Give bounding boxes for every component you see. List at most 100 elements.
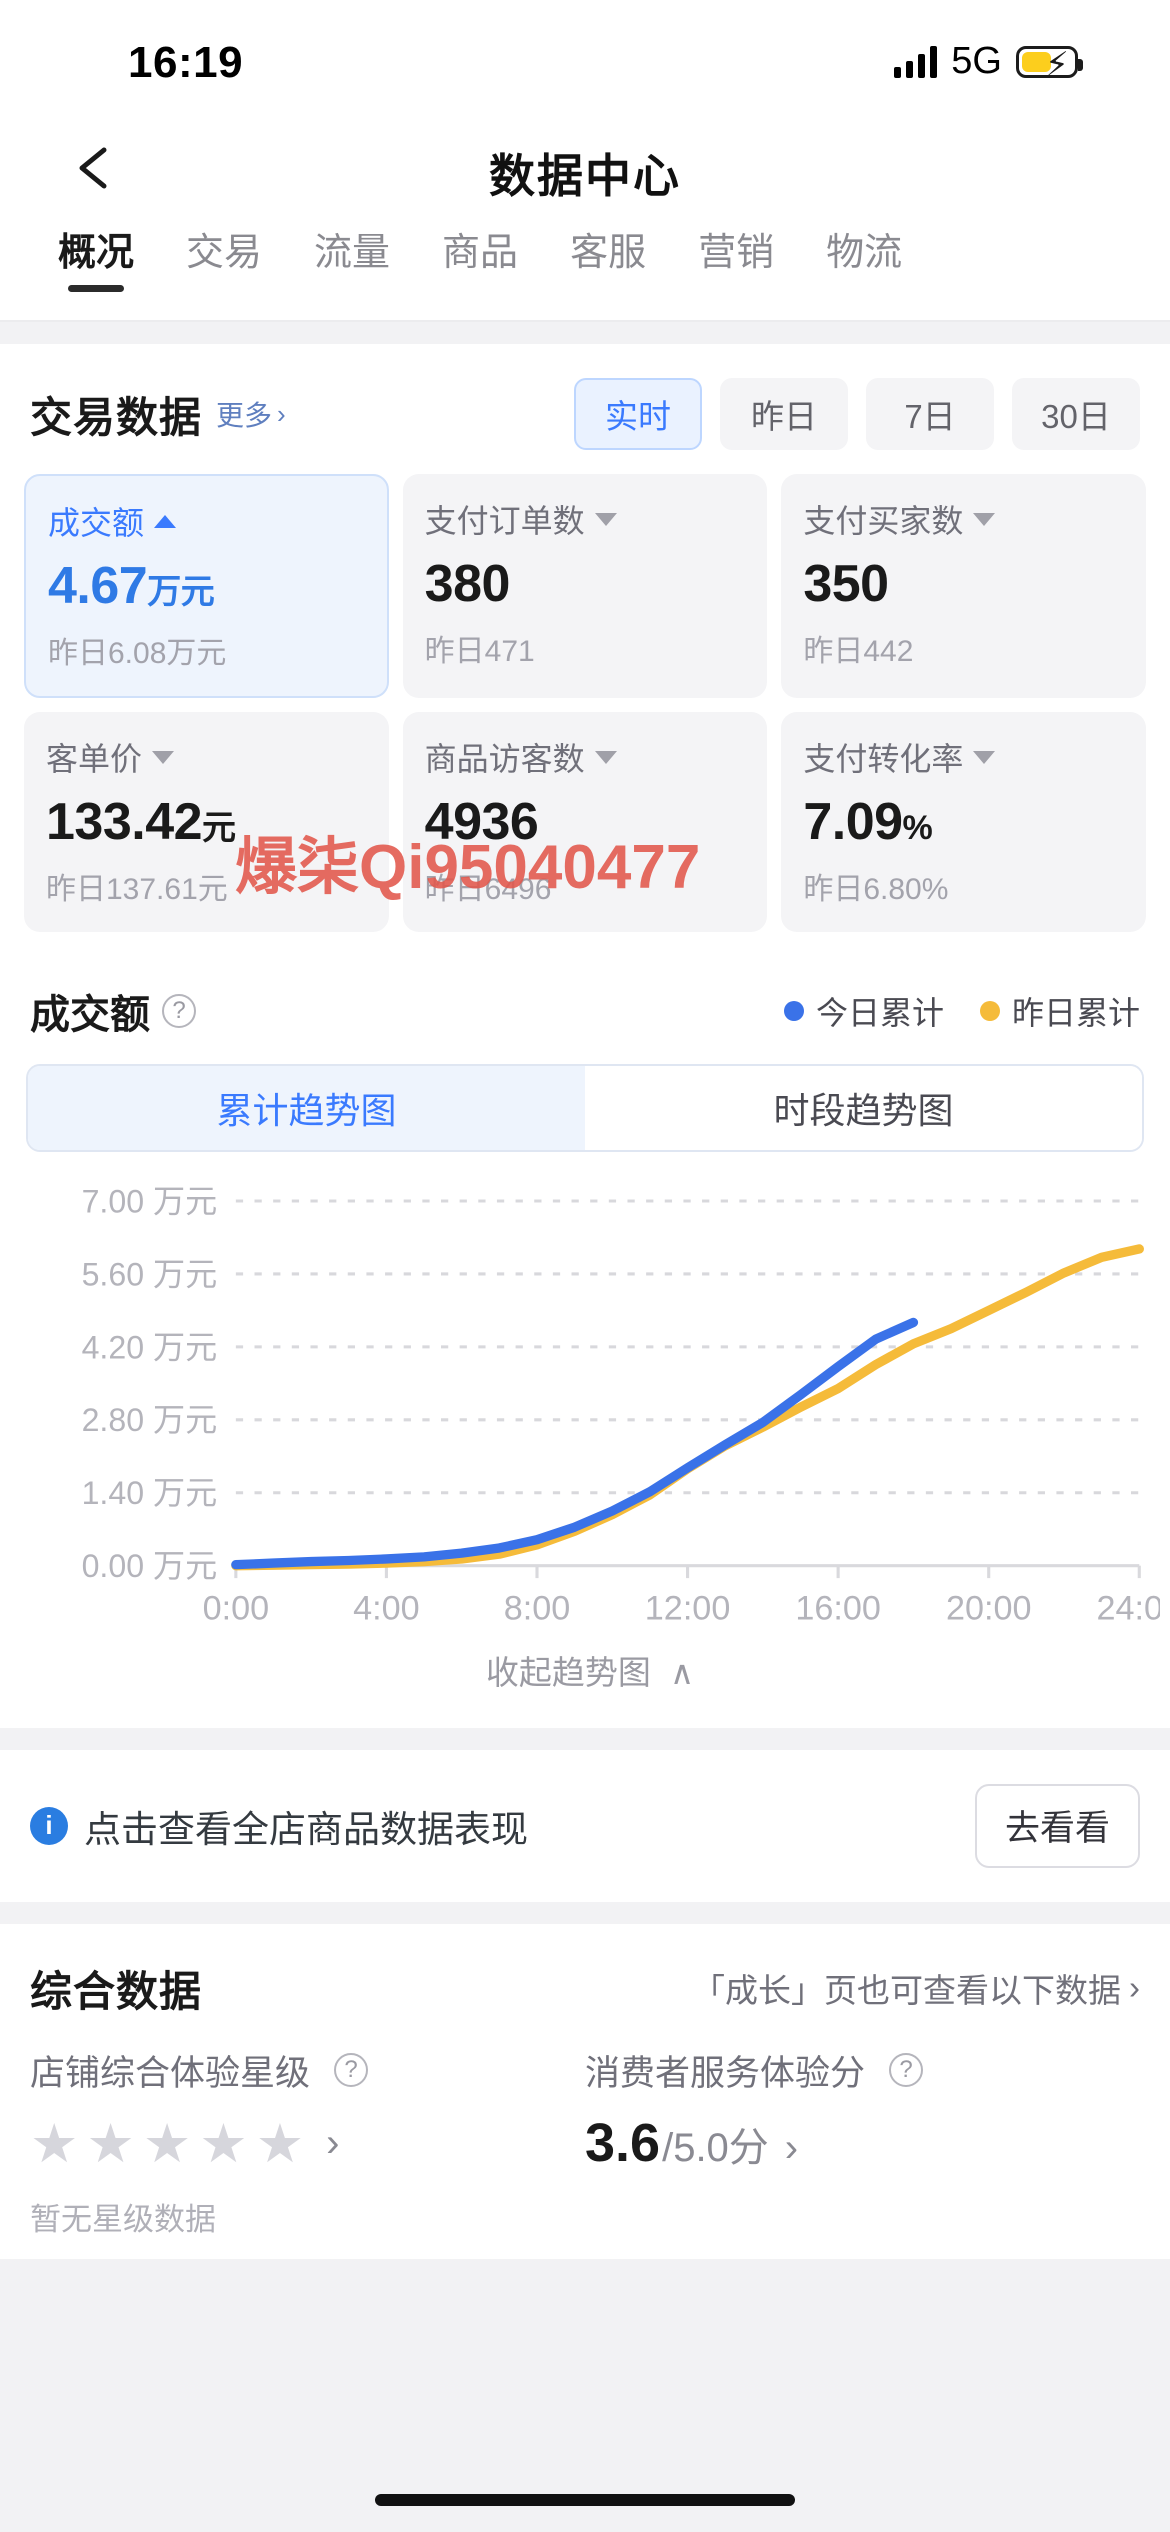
service-score-value: 3.6 <box>585 2112 661 2173</box>
network-type-label: 5G <box>951 40 1002 82</box>
chevron-left-icon <box>79 147 107 189</box>
metric-card-paid-orders[interactable]: 支付订单数 380 昨日471 <box>402 474 768 698</box>
chart-x-tick-label: 0:00 <box>203 1590 270 1628</box>
growth-page-link-label: 「成长」页也可查看以下数据 <box>692 1972 1121 2010</box>
metric-subtext: 昨日471 <box>424 635 535 668</box>
chart-line-yesterday <box>231 1244 1144 1571</box>
metric-card-product-visitors[interactable]: 商品访客数 4936 昨日6496 <box>402 712 768 932</box>
chart-x-tick-label: 20:00 <box>946 1590 1032 1628</box>
trade-data-title: 交易数据 <box>30 393 203 441</box>
caret-down-icon[interactable] <box>973 512 996 526</box>
caret-down-icon[interactable] <box>152 750 175 764</box>
metric-card-avg-order-value[interactable]: 客单价 133.42元 昨日137.61元 <box>24 712 389 932</box>
star-icon: ★ <box>30 2113 79 2174</box>
legend-label-yesterday: 昨日累计 <box>1011 995 1140 1031</box>
metric-label: 成交额 <box>48 498 365 544</box>
question-circle-icon[interactable]: ? <box>334 2053 369 2088</box>
caret-down-icon[interactable] <box>973 750 996 764</box>
chevron-right-icon[interactable]: › <box>784 2125 799 2170</box>
range-filter-group[interactable]: 实时 昨日 7日 30日 <box>574 378 1140 450</box>
metric-value: 380 <box>424 555 511 613</box>
growth-page-link[interactable]: 「成长」页也可查看以下数据 › <box>692 1964 1140 2012</box>
overview-cell-service-score[interactable]: 消费者服务体验分 ? 3.6 /5.0分 › <box>585 2045 1140 2239</box>
section-gap-2 <box>0 1727 1170 1750</box>
collapse-chart-label: 收起趋势图 <box>485 1653 651 1691</box>
chart-y-tick-label: 7.00 万元 <box>82 1183 218 1219</box>
store-rating-label: 店铺综合体验星级 <box>30 2053 311 2093</box>
service-score-value-row[interactable]: 3.6 /5.0分 › <box>585 2112 1120 2174</box>
overview-cell-store-rating[interactable]: 店铺综合体验星级 ? ★ ★ ★ ★ ★ › 暂无星级数据 <box>30 2045 585 2239</box>
overview-grid: 店铺综合体验星级 ? ★ ★ ★ ★ ★ › 暂无星级数据 消费者服务体验分 ? <box>0 2045 1170 2259</box>
tab-product[interactable]: 商品 <box>442 232 519 274</box>
range-realtime[interactable]: 实时 <box>574 378 702 450</box>
caret-down-icon[interactable] <box>594 512 617 526</box>
tab-service[interactable]: 客服 <box>570 232 647 274</box>
section-gap-3 <box>0 1901 1170 1924</box>
chevron-up-icon: ∧ <box>670 1653 695 1691</box>
metric-card-gmv[interactable]: 成交额 4.67万元 昨日6.08万元 <box>24 474 389 698</box>
metric-value: 7.09% <box>803 793 933 851</box>
star-rating-empty-text: 暂无星级数据 <box>30 2201 216 2237</box>
metric-subtext: 昨日6496 <box>424 873 552 906</box>
toggle-cumulative[interactable]: 累计趋势图 <box>28 1066 585 1150</box>
metric-value: 4936 <box>424 793 539 851</box>
chart-line-today <box>231 1317 919 1570</box>
range-7day[interactable]: 7日 <box>866 378 994 450</box>
battery-charging-icon: ⚡ <box>1016 46 1083 84</box>
caret-up-icon <box>154 514 177 528</box>
tab-overview[interactable]: 概况 <box>32 222 160 284</box>
chevron-right-icon[interactable]: › <box>326 2121 340 2166</box>
legend-dot-yesterday <box>979 1001 1000 1021</box>
toggle-hourly[interactable]: 时段趋势图 <box>585 1066 1142 1150</box>
star-rating[interactable]: ★ ★ ★ ★ ★ › <box>30 2114 565 2174</box>
overview-data-card: 综合数据 「成长」页也可查看以下数据 › 店铺综合体验星级 ? ★ ★ ★ ★ … <box>0 1923 1170 2259</box>
star-icon: ★ <box>86 2113 135 2174</box>
service-score-suffix: /5.0分 <box>662 2125 769 2170</box>
metric-grid: 成交额 4.67万元 昨日6.08万元 支付订单数 380 昨日471 支付买家… <box>0 470 1170 960</box>
tab-logistics[interactable]: 物流 <box>826 232 903 274</box>
question-circle-icon[interactable]: ? <box>162 994 196 1028</box>
tab-marketing[interactable]: 营销 <box>698 232 775 274</box>
metric-label-text: 客单价 <box>46 741 143 777</box>
legend-label-today: 今日累计 <box>815 995 944 1031</box>
chart-x-tick-label: 12:00 <box>645 1590 731 1628</box>
trade-data-header: 交易数据 更多 › 实时 昨日 7日 30日 <box>0 344 1170 470</box>
metric-label-text: 成交额 <box>48 505 145 541</box>
chart-plot-area: 0.00 万元 1.40 万元 2.80 万元 4.20 万元 5.60 万元 7.00 … <box>0 1158 1170 1628</box>
service-score-label-row: 消费者服务体验分 ? <box>585 2045 1120 2096</box>
metric-label: 支付转化率 <box>803 734 1124 780</box>
back-button[interactable] <box>62 136 126 200</box>
trade-more-link[interactable]: 更多 › <box>216 394 286 434</box>
chart-type-toggle[interactable]: 累计趋势图 时段趋势图 <box>26 1064 1144 1152</box>
nav-bar: 数据中心 <box>0 112 1170 222</box>
metric-label-text: 支付订单数 <box>424 503 585 539</box>
metric-subtext: 昨日6.80% <box>803 873 949 906</box>
overview-title: 综合数据 <box>30 1967 203 2015</box>
metric-card-conversion-rate[interactable]: 支付转化率 7.09% 昨日6.80% <box>781 712 1146 932</box>
caret-down-icon[interactable] <box>594 750 617 764</box>
tab-bar[interactable]: 概况 交易 流量 商品 客服 营销 物流 <box>0 222 1170 320</box>
star-icon: ★ <box>255 2113 305 2174</box>
metric-label: 商品访客数 <box>425 734 746 780</box>
chevron-right-icon: › <box>1129 1969 1140 2007</box>
tab-traffic[interactable]: 流量 <box>314 232 391 274</box>
metric-label-text: 支付转化率 <box>803 741 964 777</box>
question-circle-icon[interactable]: ? <box>889 2053 924 2088</box>
chart-y-tick-label: 1.40 万元 <box>82 1475 218 1511</box>
range-yesterday[interactable]: 昨日 <box>720 378 848 450</box>
star-icon: ★ <box>199 2113 248 2174</box>
chart-y-tick-label: 5.60 万元 <box>82 1256 218 1292</box>
star-icon: ★ <box>142 2113 192 2174</box>
tab-divider <box>0 320 1170 322</box>
overview-header: 综合数据 「成长」页也可查看以下数据 › <box>0 1924 1170 2045</box>
trend-line-chart: 0.00 万元 1.40 万元 2.80 万元 4.20 万元 5.60 万元 7.00 … <box>82 1183 1160 1628</box>
collapse-chart-link[interactable]: 收起趋势图 ∧ <box>0 1628 1170 1728</box>
go-look-button[interactable]: 去看看 <box>974 1783 1140 1868</box>
product-data-banner[interactable]: i 点击查看全店商品数据表现 去看看 <box>0 1749 1170 1902</box>
chevron-right-icon: › <box>277 398 286 429</box>
status-bar: 16:19 5G ⚡ <box>0 0 1170 112</box>
metric-card-paid-buyers[interactable]: 支付买家数 350 昨日442 <box>781 474 1146 698</box>
metric-value: 4.67万元 <box>48 557 215 615</box>
range-30day[interactable]: 30日 <box>1012 378 1140 450</box>
tab-trade[interactable]: 交易 <box>186 232 263 274</box>
